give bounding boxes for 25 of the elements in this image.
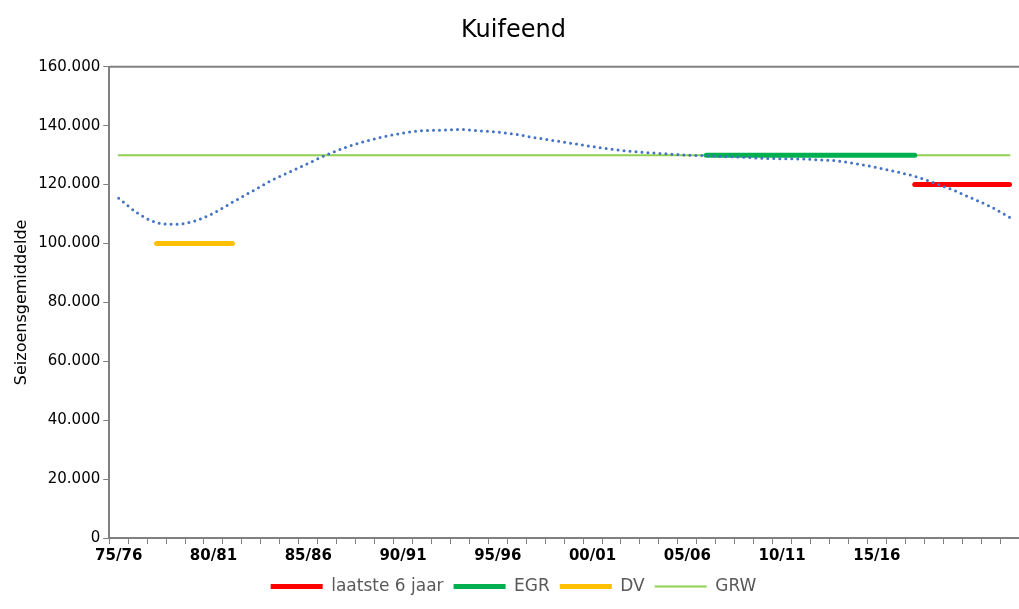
y-tick-label: 160.000 [38,56,101,75]
y-tick-label: 80.000 [47,292,101,311]
x-tick-label: 95/96 [474,545,522,564]
legend-label: GRW [715,574,757,595]
y-tick-label: 120.000 [38,174,101,193]
x-tick-label: 10/11 [758,545,806,564]
line-series [117,128,1012,226]
x-tick-label: 05/06 [663,545,711,564]
x-tick-label: 00/01 [568,545,617,564]
y-tick-label: 60.000 [47,351,101,370]
x-tick-label: 15/16 [853,545,901,564]
x-tick-label: 75/76 [95,545,143,564]
y-tick-label: 40.000 [47,410,101,429]
y-axis-title: Seizoensgemiddelde [10,219,30,386]
legend-label: DV [620,574,646,595]
y-tick-label: 20.000 [47,468,101,487]
y-tick-label: 140.000 [38,115,101,134]
x-tick-label: 80/81 [189,545,238,564]
x-tick-label: 85/86 [284,545,332,564]
y-tick-label: 100.000 [38,233,101,252]
legend-label: EGR [514,574,550,595]
chart-title: Kuifeend [461,14,566,43]
legend-label: laatste 6 jaar [331,574,444,595]
y-tick-label: 0 [90,527,101,546]
x-tick-label: 90/91 [379,545,427,564]
